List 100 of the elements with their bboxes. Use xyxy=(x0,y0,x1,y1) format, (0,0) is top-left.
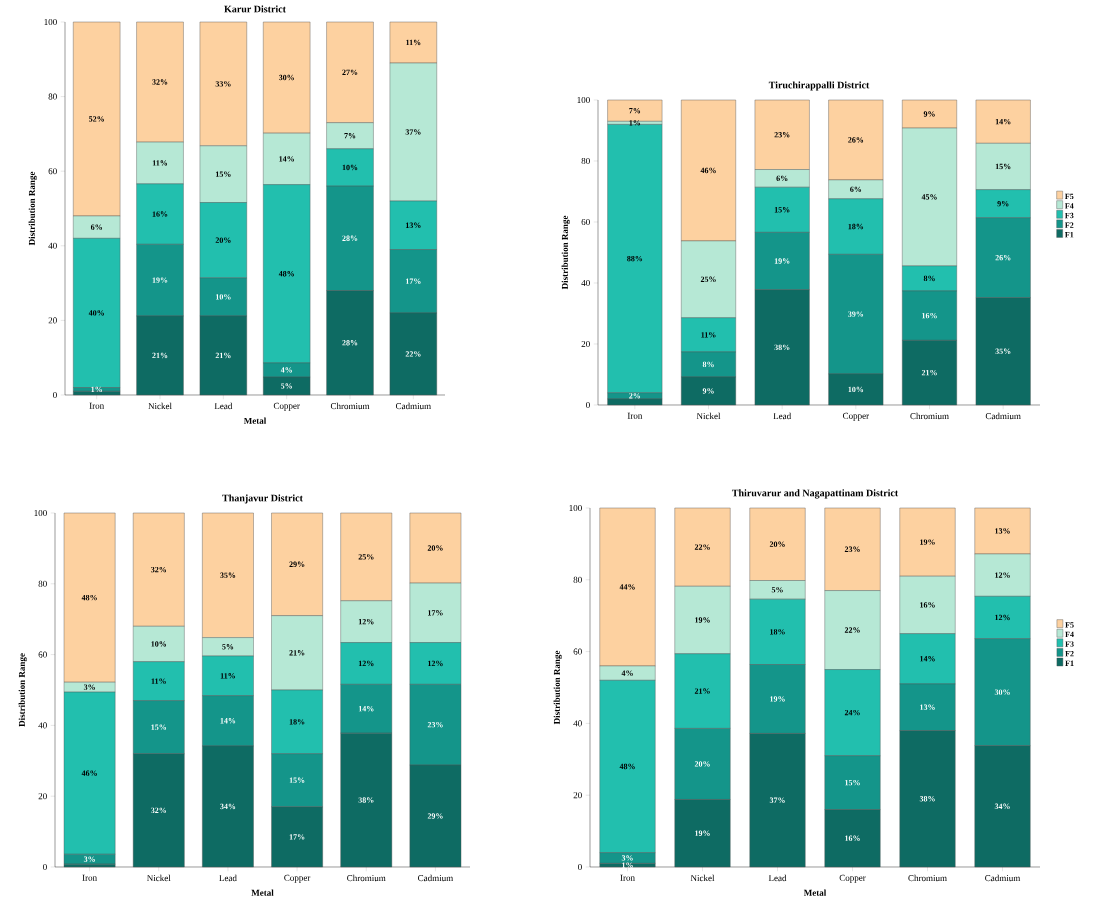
data-label: 6% xyxy=(776,175,788,182)
data-label: 21% xyxy=(694,688,710,694)
data-label: 10% xyxy=(215,294,231,300)
data-label: 15% xyxy=(151,724,166,730)
data-label: 8% xyxy=(923,275,935,282)
y-tick-label: 100 xyxy=(577,96,590,104)
data-label: 5% xyxy=(771,587,783,593)
x-tick-label: Copper xyxy=(842,412,870,421)
legend-label: F5 xyxy=(1065,622,1074,628)
y-tick-label: 20 xyxy=(38,793,47,800)
data-label: 46% xyxy=(81,770,97,776)
data-label: 16% xyxy=(845,835,860,841)
data-label: 1% xyxy=(91,386,102,393)
y-tick-label: 20 xyxy=(581,340,590,348)
data-label: 33% xyxy=(215,81,231,87)
data-label: 12% xyxy=(428,660,443,667)
data-label: 10% xyxy=(342,164,358,171)
data-label: 6% xyxy=(90,224,102,230)
data-label: 34% xyxy=(994,803,1010,810)
data-label: 34% xyxy=(220,803,236,810)
data-label: 19% xyxy=(774,258,790,264)
data-label: 14% xyxy=(358,706,374,712)
data-label: 32% xyxy=(151,566,166,573)
x-tick-label: Chromium xyxy=(347,874,386,882)
data-label: 88% xyxy=(627,255,643,262)
data-label: 21% xyxy=(215,352,231,359)
data-label: 19% xyxy=(695,617,710,623)
y-tick-label: 60 xyxy=(48,168,57,175)
x-tick-label: Copper xyxy=(284,874,311,883)
data-label: 6% xyxy=(850,186,862,193)
data-label: 28% xyxy=(342,340,358,346)
data-label: 22% xyxy=(844,627,860,633)
y-axis-title: Distribution Range xyxy=(553,650,562,725)
y-tick-label: 40 xyxy=(573,720,582,727)
data-label: 20% xyxy=(215,237,231,243)
data-label: 7% xyxy=(629,107,641,114)
x-axis-title: Metal xyxy=(251,889,274,896)
data-label: 23% xyxy=(427,721,443,728)
data-label: 37% xyxy=(405,129,421,135)
data-label: 13% xyxy=(405,222,421,228)
data-label: 13% xyxy=(920,704,935,710)
x-tick-label: Lead xyxy=(219,874,237,882)
y-tick-label: 100 xyxy=(34,509,47,517)
x-tick-label: Iron xyxy=(627,412,643,419)
data-label: 18% xyxy=(289,719,305,725)
data-label: 19% xyxy=(695,830,710,836)
data-label: 21% xyxy=(921,369,937,376)
data-label: 23% xyxy=(844,546,860,552)
data-label: 11% xyxy=(151,678,166,684)
x-axis-title: Metal xyxy=(243,417,267,424)
legend-label: F1 xyxy=(1065,232,1074,238)
chart-title: Karur District xyxy=(224,5,286,13)
x-tick-label: Copper xyxy=(839,874,866,883)
data-label: 26% xyxy=(995,254,1011,261)
data-label: 12% xyxy=(995,572,1010,578)
y-tick-label: 80 xyxy=(38,580,47,587)
data-label: 15% xyxy=(774,207,790,213)
data-label: 44% xyxy=(619,584,635,590)
x-tick-label: Cadmium xyxy=(985,874,1021,882)
data-label: 14% xyxy=(279,156,294,162)
data-label: 4% xyxy=(621,670,633,676)
x-tick-label: Cadmium xyxy=(985,412,1021,420)
data-label: 48% xyxy=(81,594,97,601)
data-label: 1% xyxy=(622,862,633,868)
data-label: 27% xyxy=(342,69,358,76)
data-label: 16% xyxy=(152,211,168,217)
data-label: 38% xyxy=(774,344,790,351)
data-label: 22% xyxy=(405,351,421,357)
data-label: 2% xyxy=(629,393,641,399)
data-label: 38% xyxy=(919,796,935,802)
data-label: 21% xyxy=(289,650,305,656)
legend-label: F1 xyxy=(1065,660,1074,666)
y-axis-title: Distribution Range xyxy=(561,215,570,290)
legend-label: F2 xyxy=(1065,222,1074,228)
x-tick-label: Iron xyxy=(620,874,635,881)
y-tick-label: 0 xyxy=(53,391,57,399)
data-label: 3% xyxy=(621,855,633,861)
legend-label: F4 xyxy=(1065,631,1074,638)
data-label: 3% xyxy=(83,856,95,862)
data-label: 52% xyxy=(88,116,104,122)
data-label: 19% xyxy=(152,277,168,283)
data-label: 25% xyxy=(358,554,374,560)
data-label: 19% xyxy=(920,539,935,545)
data-label: 17% xyxy=(405,278,421,284)
data-label: 19% xyxy=(770,696,785,702)
data-label: 12% xyxy=(358,660,374,667)
data-label: 3% xyxy=(83,684,95,690)
x-tick-label: Lead xyxy=(773,412,792,420)
data-label: 20% xyxy=(427,545,443,551)
y-tick-label: 40 xyxy=(48,242,57,249)
data-label: 15% xyxy=(215,171,231,177)
y-axis-title: Distribution Range xyxy=(28,171,37,246)
y-axis-title: Distribution Range xyxy=(18,653,27,727)
data-label: 18% xyxy=(770,629,785,635)
data-label: 4% xyxy=(280,367,292,373)
x-tick-label: Nickel xyxy=(696,412,721,420)
legend-label: F2 xyxy=(1065,650,1074,657)
data-label: 29% xyxy=(427,813,443,819)
x-tick-label: Chromium xyxy=(910,412,949,420)
data-label: 38% xyxy=(358,797,374,803)
